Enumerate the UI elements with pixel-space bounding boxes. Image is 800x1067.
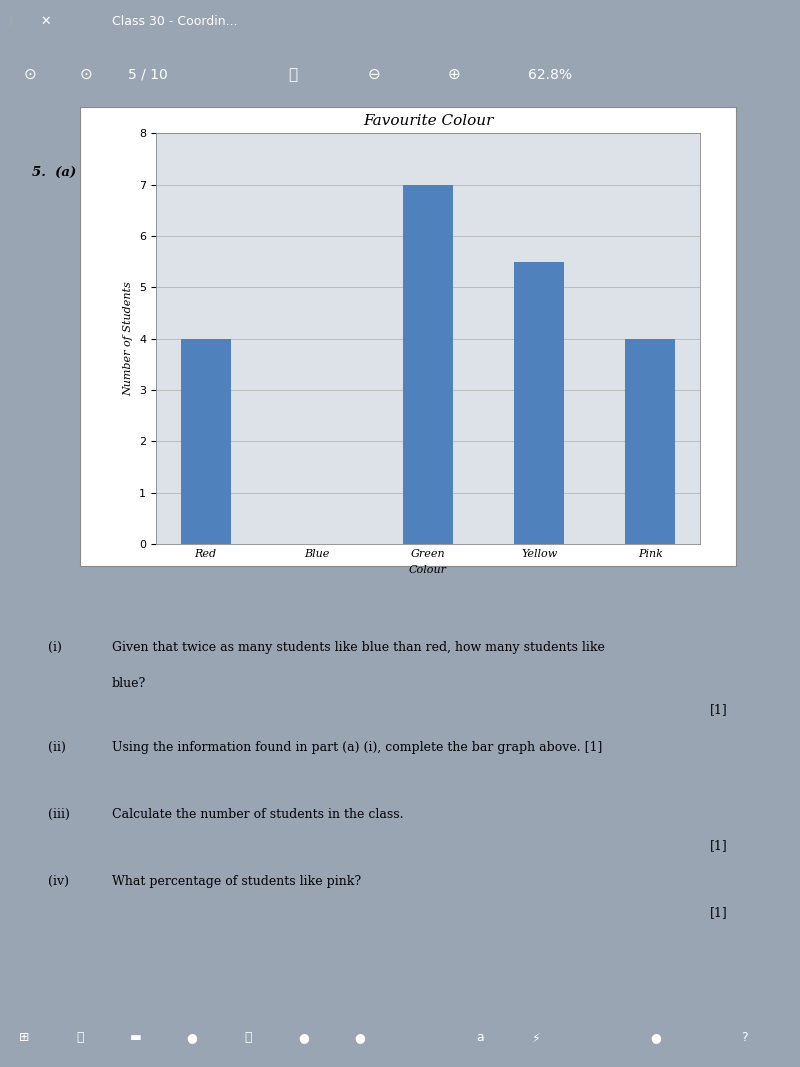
Y-axis label: Number of Students: Number of Students xyxy=(123,282,134,396)
X-axis label: Colour: Colour xyxy=(409,564,447,575)
Text: ⊖: ⊖ xyxy=(368,67,381,82)
Text: (i): (i) xyxy=(48,640,62,654)
Text: ●: ● xyxy=(186,1031,198,1045)
Text: 5 / 10: 5 / 10 xyxy=(128,67,168,82)
Bar xyxy=(514,261,564,544)
Text: ●: ● xyxy=(298,1031,310,1045)
Text: What percentage of students like pink?: What percentage of students like pink? xyxy=(112,875,361,889)
Text: (ii): (ii) xyxy=(48,742,66,754)
Text: blue?: blue? xyxy=(112,678,146,690)
Text: 🔍: 🔍 xyxy=(76,1031,84,1045)
Text: ▬: ▬ xyxy=(130,1031,142,1045)
Bar xyxy=(626,339,675,544)
Text: a: a xyxy=(476,1031,484,1045)
Text: ⊙: ⊙ xyxy=(24,67,37,82)
Text: 〜: 〜 xyxy=(706,118,726,142)
Text: ●: ● xyxy=(354,1031,366,1045)
Text: ✕: ✕ xyxy=(40,15,50,28)
Text: Calculate the number of students in the class.: Calculate the number of students in the … xyxy=(112,809,403,822)
Text: Using the information found in part (a) (i), complete the bar graph above. [1]: Using the information found in part (a) … xyxy=(112,742,602,754)
Text: ⚡: ⚡ xyxy=(532,1031,540,1045)
Text: (iii): (iii) xyxy=(48,809,70,822)
Text: 📁: 📁 xyxy=(244,1031,252,1045)
Text: 62.8%: 62.8% xyxy=(528,67,572,82)
Text: [1]: [1] xyxy=(710,703,728,716)
Text: ⊞: ⊞ xyxy=(18,1031,30,1045)
Text: 5.  (a) The bar graph below shows the favourite colour by a class of students.: 5. (a) The bar graph below shows the fav… xyxy=(32,166,605,179)
Text: HUB: HUB xyxy=(608,140,668,163)
Title: Favourite Colour: Favourite Colour xyxy=(363,114,493,128)
Bar xyxy=(181,339,230,544)
Text: Given that twice as many students like blue than red, how many students like: Given that twice as many students like b… xyxy=(112,640,605,654)
Text: ●: ● xyxy=(650,1031,662,1045)
Text: [1]: [1] xyxy=(710,839,728,851)
Text: [1]: [1] xyxy=(710,906,728,919)
Text: ?: ? xyxy=(741,1031,747,1045)
Text: ⊕: ⊕ xyxy=(448,67,461,82)
Text: THE  STUDENT: THE STUDENT xyxy=(608,123,687,133)
Text: Class 30 - Coordin...: Class 30 - Coordin... xyxy=(112,15,238,28)
Text: ): ) xyxy=(8,15,13,28)
Text: ✋: ✋ xyxy=(288,67,297,82)
Bar xyxy=(403,185,453,544)
Text: (iv): (iv) xyxy=(48,875,69,889)
Text: ⊙: ⊙ xyxy=(80,67,93,82)
